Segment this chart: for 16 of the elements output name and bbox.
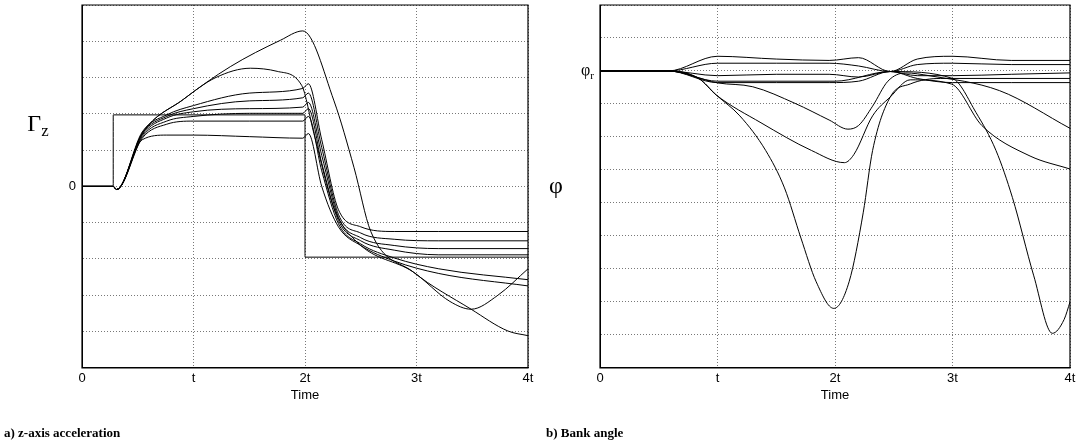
x-tick-label: 4t: [522, 370, 534, 386]
x-tick-label: 2t: [829, 370, 841, 386]
x-axis-title: Time: [290, 386, 320, 402]
text: a) z-axis acceleration: [4, 425, 121, 441]
x-tick-label: 0: [78, 370, 86, 386]
x-tick-label: t: [715, 370, 720, 386]
x-tick-label: 0: [596, 370, 604, 386]
x-tick-label: 4t: [1064, 370, 1076, 386]
y-axis-title: φ: [549, 171, 563, 198]
x-tick-label: 3t: [411, 370, 423, 386]
x-tick-label: 3t: [947, 370, 959, 386]
text: 0: [68, 177, 76, 193]
text: b) Bank angle: [546, 425, 624, 441]
x-axis-title: Time: [820, 386, 850, 402]
x-tick-label: t: [191, 370, 196, 386]
x-tick-label: 2t: [299, 370, 311, 386]
